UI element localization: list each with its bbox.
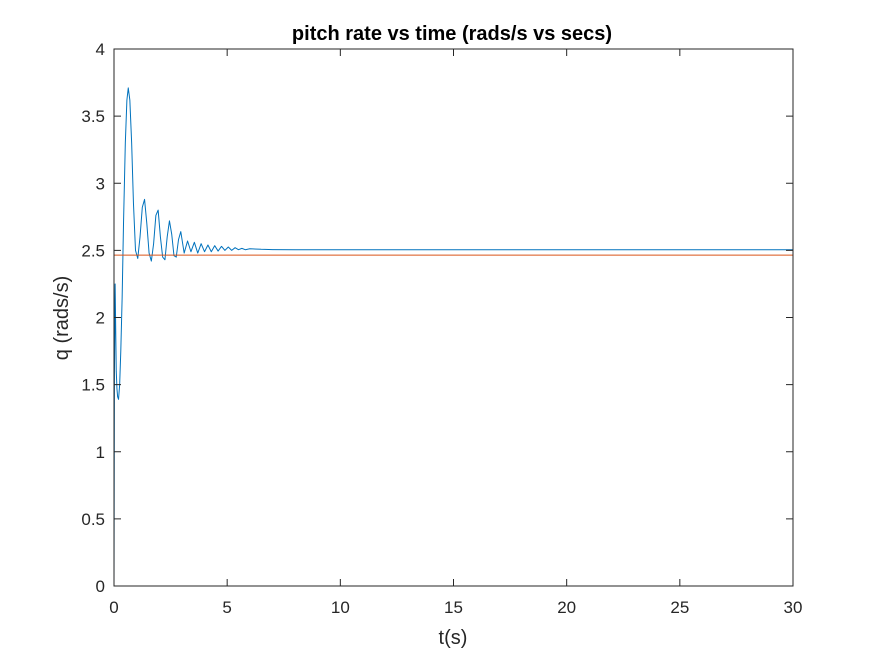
series-line-1 xyxy=(113,87,793,587)
axes-box xyxy=(113,48,794,587)
y-tick-label: 2 xyxy=(96,309,105,328)
series-layer xyxy=(113,87,793,587)
y-axis-label: q (rads/s) xyxy=(51,276,73,360)
plot-area xyxy=(114,49,793,586)
y-tick-label: 4 xyxy=(96,40,105,59)
chart-title: pitch rate vs time (rads/s vs secs) xyxy=(292,23,612,45)
x-tick-label: 30 xyxy=(784,598,803,617)
y-tick-label: 1 xyxy=(96,443,105,462)
y-tick-label: 0 xyxy=(96,577,105,596)
y-tick-label: 3 xyxy=(96,174,105,193)
x-tick-label: 25 xyxy=(670,598,689,617)
x-tick-label: 5 xyxy=(222,598,231,617)
y-tick-label: 2.5 xyxy=(81,241,105,260)
x-axis-label: t(s) xyxy=(439,627,468,649)
y-tick-label: 1.5 xyxy=(81,376,105,395)
x-tick-label: 20 xyxy=(557,598,576,617)
y-tick-label: 3.5 xyxy=(81,107,105,126)
y-tick-label: 0.5 xyxy=(81,510,105,529)
x-tick-label: 10 xyxy=(331,598,350,617)
x-tick-label: 0 xyxy=(109,598,118,617)
x-tick-label: 15 xyxy=(444,598,463,617)
